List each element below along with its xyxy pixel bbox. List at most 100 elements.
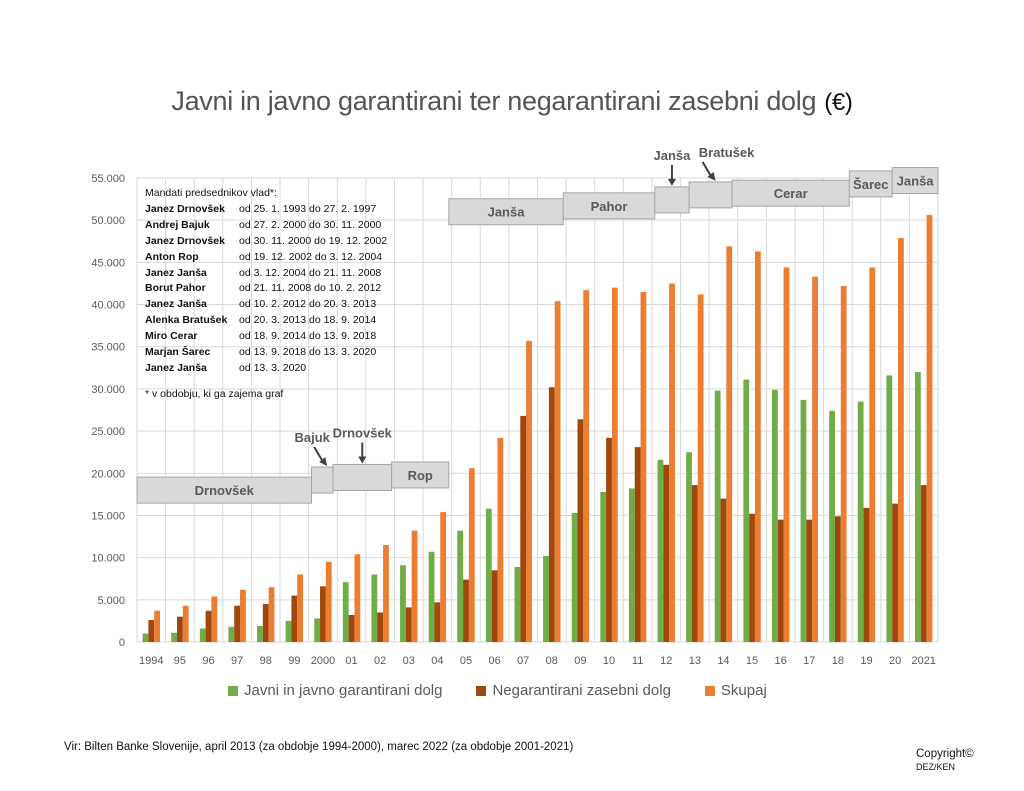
bar-private-2021 [920,485,927,642]
y-tick-label: 0 [119,637,125,649]
copyright-text: Copyright© [916,748,974,760]
arrow-head-icon [707,171,716,181]
pm-box-label: Janša [897,174,935,189]
bar-total-04 [440,512,447,642]
legend-item-public-debt: Javni in javno garantirani dolg [228,682,442,699]
pm-box [562,192,656,220]
x-tick-label: 97 [231,655,243,667]
bar-total-07 [526,340,532,642]
pm-period: od 27. 2. 2000 do 30. 11. 2000 [239,218,382,231]
bar-private-2000 [320,586,326,642]
bar-private-1994 [148,620,155,642]
y-tick-label: 15.000 [91,510,125,522]
pm-callout-label: Bratušek [699,145,755,160]
chart-title-text: Javni in javno garantirani ter negaranti… [171,86,817,116]
x-tick-label: 98 [260,655,272,667]
pm-period: od 25. 1. 1993 do 27. 2. 1997 [239,202,377,215]
grid-lines [136,177,939,643]
bar-public-02 [371,574,378,642]
x-tick-label: 16 [775,655,787,667]
bar-private-96 [205,610,212,642]
bar-total-2021 [926,215,933,642]
pm-callout-label: Janša [654,148,692,163]
pm-box-label: Drnovšek [195,483,255,498]
x-tick-label: 07 [517,655,529,667]
bar-private-18 [834,516,841,642]
x-tick-label: 2021 [911,655,935,667]
pm-period: od 13. 9. 2018 do 13. 3. 2020 [239,346,377,359]
bar-public-16 [771,389,778,642]
y-tick-label: 35.000 [91,342,125,354]
arrow-head-icon [667,178,676,186]
x-tick-label: 99 [288,655,300,667]
pm-name: Janez Janša [145,298,207,311]
x-tick-label: 14 [717,655,729,667]
bar-private-98 [262,604,269,642]
pm-name: Janez Janša [145,266,207,279]
x-tick-label: 12 [660,655,672,667]
pm-name: Janez Drnovšek [145,234,225,247]
bar-public-17 [800,399,807,642]
bar-public-10 [600,491,607,642]
pm-box [848,170,893,198]
legend-item-total: Skupaj [704,682,767,699]
pm-period: od 3. 12. 2004 do 21. 11. 2008 [239,266,382,279]
legend-label: Javni in javno garantirani dolg [244,682,443,699]
pm-box-label: Janša [488,205,526,220]
x-tick-label: 18 [832,655,844,667]
x-tick-label: 10 [603,655,615,667]
y-axis: 0 5.000 10.000 15.000 20.000 25.000 30.000 35.0… [91,173,125,649]
bar-private-16 [777,519,784,642]
bar-public-05 [457,530,464,642]
bar-total-15 [754,251,761,642]
pm-name: Janez Drnovšek [145,202,225,215]
x-tick-label: 13 [689,655,701,667]
bar-total-2000 [325,561,332,642]
bar-total-99 [297,574,304,642]
copyright: Copyright© DEZ/KEN [916,748,974,772]
pm-name: Marjan Šarec [145,346,211,359]
x-tick-label: 95 [174,655,186,667]
pm-period: od 19. 12. 2002 do 3. 12. 2004 [239,250,383,263]
legend-swatch-total [704,685,715,696]
bar-public-95 [171,632,178,642]
bar-total-95 [182,605,189,642]
pm-name: Miro Cerar [145,330,198,343]
bar-private-13 [691,485,698,642]
bar-public-08 [543,555,549,642]
arrow-head-icon [358,456,367,464]
pm-name: Alenka Bratušek [145,314,228,327]
note-row: Janez Janša od 3. 12. 2004 do 21. 11. 200… [145,266,387,282]
bar-total-98 [268,587,275,642]
bar-public-96 [199,628,206,642]
source-note: Vir: Bilten Banke Slovenije, april 2013 … [64,741,574,753]
y-tick-label: 30.000 [91,384,125,396]
y-tick-label: 55.000 [91,173,125,185]
bar-private-95 [177,616,183,642]
pm-box [731,179,850,207]
pm-callout-label: Drnovšek [333,425,393,440]
x-tick-label: 19 [860,655,872,667]
pm-period: od 10. 2. 2012 do 20. 3. 2013 [239,298,377,311]
note-row: Janez Janša od 10. 2. 2012 do 20. 3. 2013 [145,297,387,313]
bar-private-97 [234,605,241,642]
bar-total-03 [411,530,418,642]
bar-public-06 [485,508,492,642]
pm-period: od 21. 11. 2008 do 10. 2. 2012 [239,282,382,295]
pm-period: od 18. 9. 2014 do 13. 9. 2018 [239,330,377,343]
bar-total-02 [383,544,389,642]
bar-private-11 [634,447,641,642]
x-tick-label: 03 [403,655,415,667]
note-row: Janez Drnovšek od 30. 11. 2000 do 19. 12.… [145,234,387,250]
chart-title: Javni in javno garantirani ter negaranti… [0,86,1024,117]
bar-public-2000 [314,618,321,642]
bar-private-04 [434,602,441,642]
bar-private-03 [405,607,412,642]
bar-public-19 [857,401,864,642]
y-tick-label: 10.000 [91,553,125,565]
bar-public-01 [342,582,349,642]
copyright-owner: DEZ/KEN [916,762,956,772]
bar-total-01 [354,554,361,642]
